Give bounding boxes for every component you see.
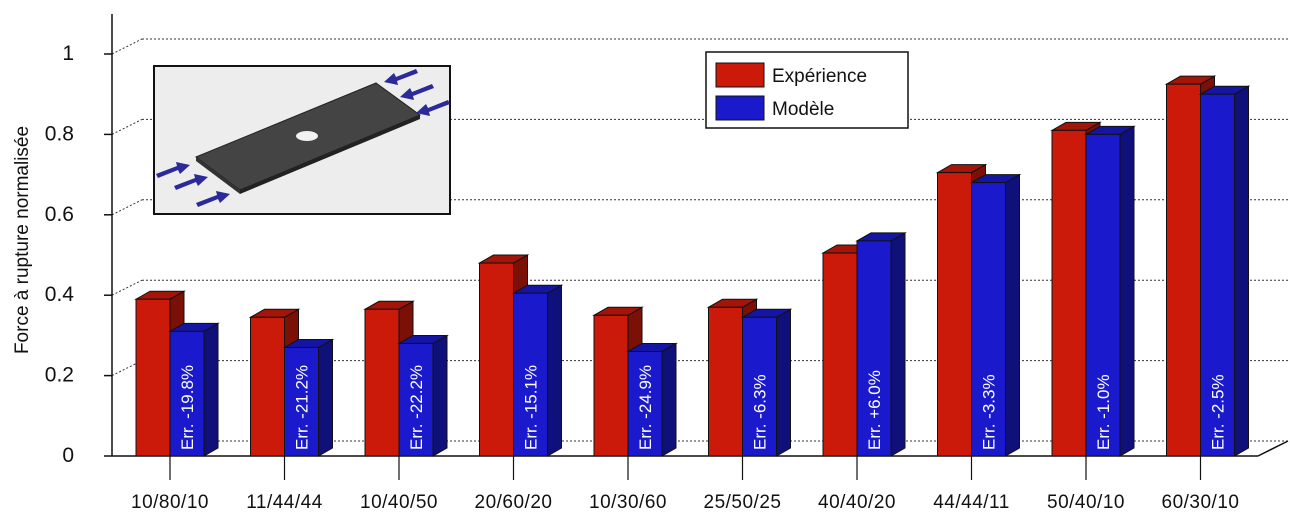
error-annotation: Err. -6.3% — [751, 374, 770, 450]
x-tick-label: 10/30/60 — [589, 492, 667, 513]
x-tick-label: 10/40/50 — [360, 492, 438, 513]
bar-model — [855, 232, 907, 457]
y-tick-label: 0.2 — [45, 364, 74, 387]
bar-model — [282, 338, 335, 457]
y-tick-label: 0.8 — [45, 122, 74, 145]
error-annotation: Err. -21.2% — [293, 365, 312, 450]
legend-item-model: Modèle — [715, 95, 834, 121]
y-tick-label: 1 — [62, 42, 74, 65]
y-tick-label: 0.4 — [45, 283, 75, 306]
gridline-side — [111, 360, 143, 377]
inset-image — [153, 65, 451, 215]
error-annotation: Err. -24.9% — [636, 365, 655, 450]
error-annotation: Err. -22.2% — [407, 365, 426, 450]
bar-model — [1084, 125, 1136, 457]
error-annotation: Err. -15.1% — [522, 365, 541, 450]
legend-item-experience: Expérience — [715, 62, 867, 88]
gridline-side — [111, 118, 143, 135]
bar-model — [626, 342, 678, 457]
legend: Expérience Modèle — [705, 51, 909, 129]
bar-model — [511, 284, 564, 457]
bar-model — [740, 308, 793, 457]
error-annotation: Err. +6.0% — [865, 370, 884, 450]
x-axis-depth — [1257, 440, 1289, 457]
bar-model — [969, 173, 1022, 457]
error-annotation: Err. -19.8% — [178, 365, 197, 450]
x-tick-label: 25/50/25 — [704, 492, 782, 513]
plate-with-hole-compression-icon — [156, 69, 450, 207]
error-annotation: Err. -1.0% — [1094, 374, 1113, 450]
legend-label-model: Modèle — [772, 99, 834, 120]
bar-model — [168, 322, 220, 457]
y-tick-label: 0.6 — [45, 203, 74, 226]
gridline-side — [111, 199, 143, 216]
bars — [134, 75, 1251, 457]
gridline-side — [111, 38, 143, 55]
axis-labels: 0 0.2 0.4 0.6 0.8 1 Err. -19.8% 10/80/10 Err. -2… — [45, 42, 1240, 513]
x-tick-label: 11/44/44 — [246, 492, 323, 513]
error-annotation: Err. -3.3% — [980, 374, 999, 450]
gridline-side — [111, 279, 143, 296]
x-tick-label: 40/40/20 — [818, 492, 896, 513]
y-tick-label: 0 — [62, 444, 74, 467]
legend-label-experience: Expérience — [772, 66, 867, 87]
x-tick-label: 50/40/10 — [1047, 492, 1125, 513]
error-annotation: Err. -2.5% — [1209, 374, 1228, 450]
x-tick-label: 60/30/10 — [1162, 492, 1240, 513]
x-tick-label: 10/80/10 — [131, 492, 209, 513]
x-tick-label: 44/44/11 — [933, 492, 1010, 513]
y-axis-title: Force à rupture normalisée — [12, 126, 33, 354]
bar-model — [397, 334, 449, 457]
x-tick-label: 20/60/20 — [475, 492, 553, 513]
bar-model — [1198, 85, 1251, 457]
